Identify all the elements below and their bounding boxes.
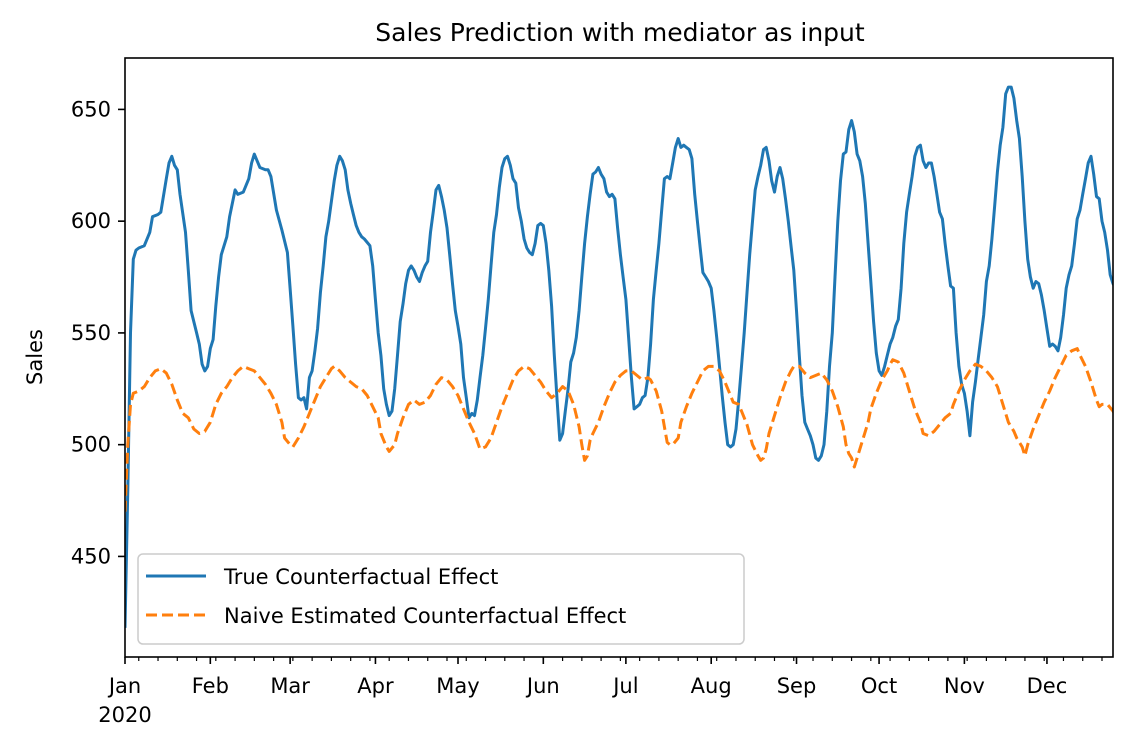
x-year-label: 2020 — [98, 703, 151, 727]
legend-box — [137, 553, 745, 645]
x-tick-label: Mar — [270, 674, 310, 698]
x-axis: Jan Feb Mar Apr May Jun Jul Aug Sep Oct Nov Dec — [107, 657, 1103, 698]
series-layer — [125, 85, 1113, 628]
x-tick-label: Aug — [691, 674, 732, 698]
legend: True Counterfactual Effect Naive Estimat… — [137, 553, 745, 645]
x-tick-label: Feb — [192, 674, 229, 698]
legend-label-naive: Naive Estimated Counterfactual Effect — [224, 604, 626, 628]
y-tick-label: 650 — [71, 97, 111, 121]
x-tick-label: May — [436, 674, 479, 698]
x-tick-label: Dec — [1027, 674, 1068, 698]
y-tick-label: 600 — [71, 209, 111, 233]
y-tick-label: 550 — [71, 321, 111, 345]
x-tick-label: Jun — [525, 674, 560, 698]
x-tick-label: Jul — [611, 674, 638, 698]
series-line-naive-estimated — [125, 347, 1113, 512]
x-tick-label: Jan — [107, 674, 141, 698]
x-tick-label: Sep — [777, 674, 817, 698]
y-axis: 450 500 550 600 650 — [71, 97, 125, 568]
y-axis-label: Sales — [23, 329, 47, 385]
legend-label-true: True Counterfactual Effect — [223, 565, 498, 589]
plot-frame — [124, 57, 1114, 658]
x-tick-label: Oct — [861, 674, 897, 698]
y-tick-label: 500 — [71, 433, 111, 457]
chart-title: Sales Prediction with mediator as input — [375, 18, 865, 47]
x-tick-label: Apr — [357, 674, 394, 698]
x-tick-label: Nov — [944, 674, 985, 698]
y-tick-label: 450 — [71, 544, 111, 568]
series-line-true-counterfactual — [125, 85, 1113, 628]
